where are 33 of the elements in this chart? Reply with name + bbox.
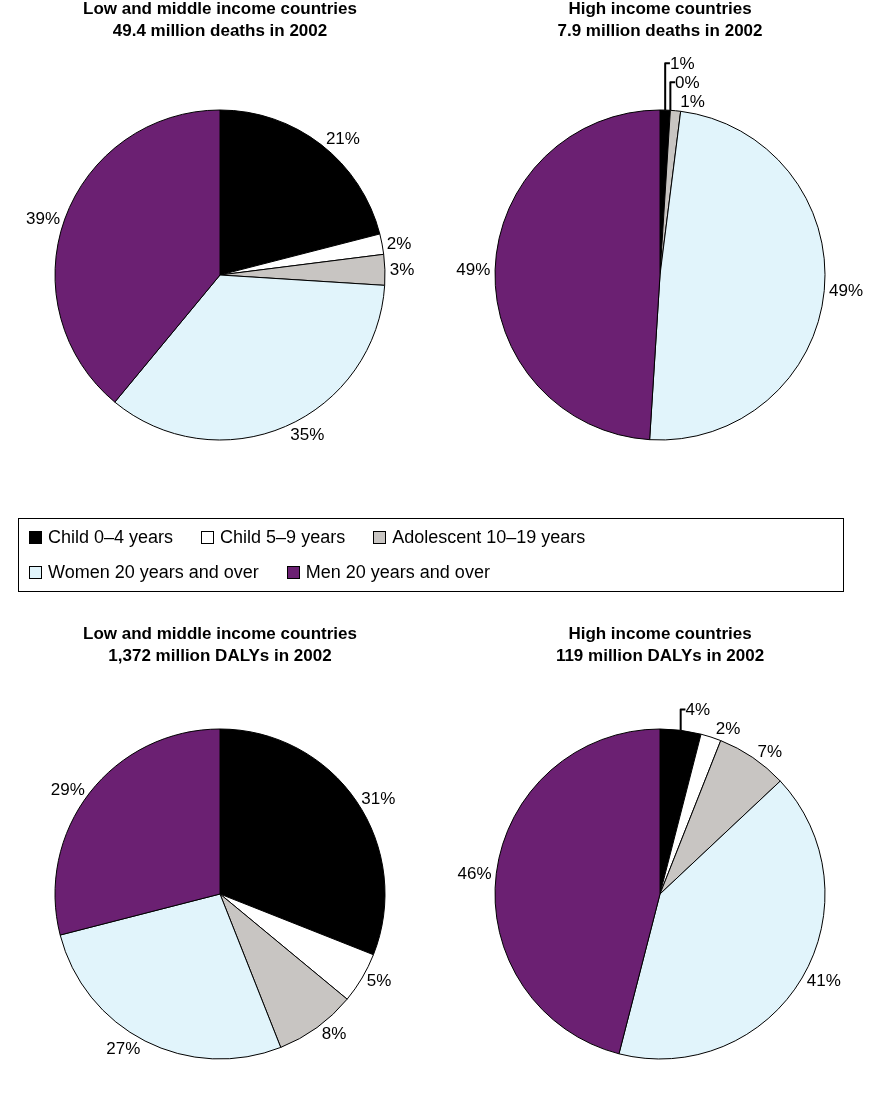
chart-subtitle: 119 million DALYs in 2002: [555, 646, 765, 666]
chart-subtitle: 7.9 million deaths in 2002: [557, 21, 763, 41]
data-label: 2%: [715, 718, 741, 738]
data-label: 1%: [669, 53, 695, 73]
chart-title: High income countries: [568, 0, 752, 18]
data-label: 8%: [321, 1024, 347, 1044]
chart-subtitle: 49.4 million deaths in 2002: [112, 21, 328, 41]
data-label: 41%: [806, 970, 841, 990]
data-label: 5%: [366, 970, 392, 990]
data-label: 7%: [757, 741, 783, 761]
data-label: 1%: [680, 91, 705, 111]
data-label: 2%: [386, 234, 412, 254]
data-label: 46%: [457, 863, 492, 883]
chart-title: Low and middle income countries: [83, 624, 357, 643]
text: 0%: [675, 72, 700, 92]
legend-label: Women 20 years and over: [48, 562, 259, 583]
data-label: 3%: [389, 260, 415, 280]
legend-label: Adolescent 10–19 years: [392, 527, 586, 548]
data-label: 31%: [361, 788, 396, 808]
data-label: 4%: [685, 699, 711, 719]
data-label: 29%: [50, 779, 85, 799]
data-label: 27%: [106, 1039, 141, 1059]
chart-subtitle: 1,372 million DALYs in 2002: [108, 646, 332, 666]
legend-label: Men 20 years and over: [305, 562, 490, 583]
legend-label: Child 0–4 years: [48, 527, 174, 548]
data-label: 49%: [829, 281, 864, 301]
data-label: 35%: [290, 424, 325, 444]
chart-title: High income countries: [568, 624, 752, 643]
data-label: 49%: [456, 260, 491, 280]
data-label: 39%: [25, 208, 60, 228]
legend-label: Child 5–9 years: [220, 527, 346, 548]
data-label: 21%: [325, 129, 360, 149]
chart-title: Low and middle income countries: [83, 0, 357, 18]
